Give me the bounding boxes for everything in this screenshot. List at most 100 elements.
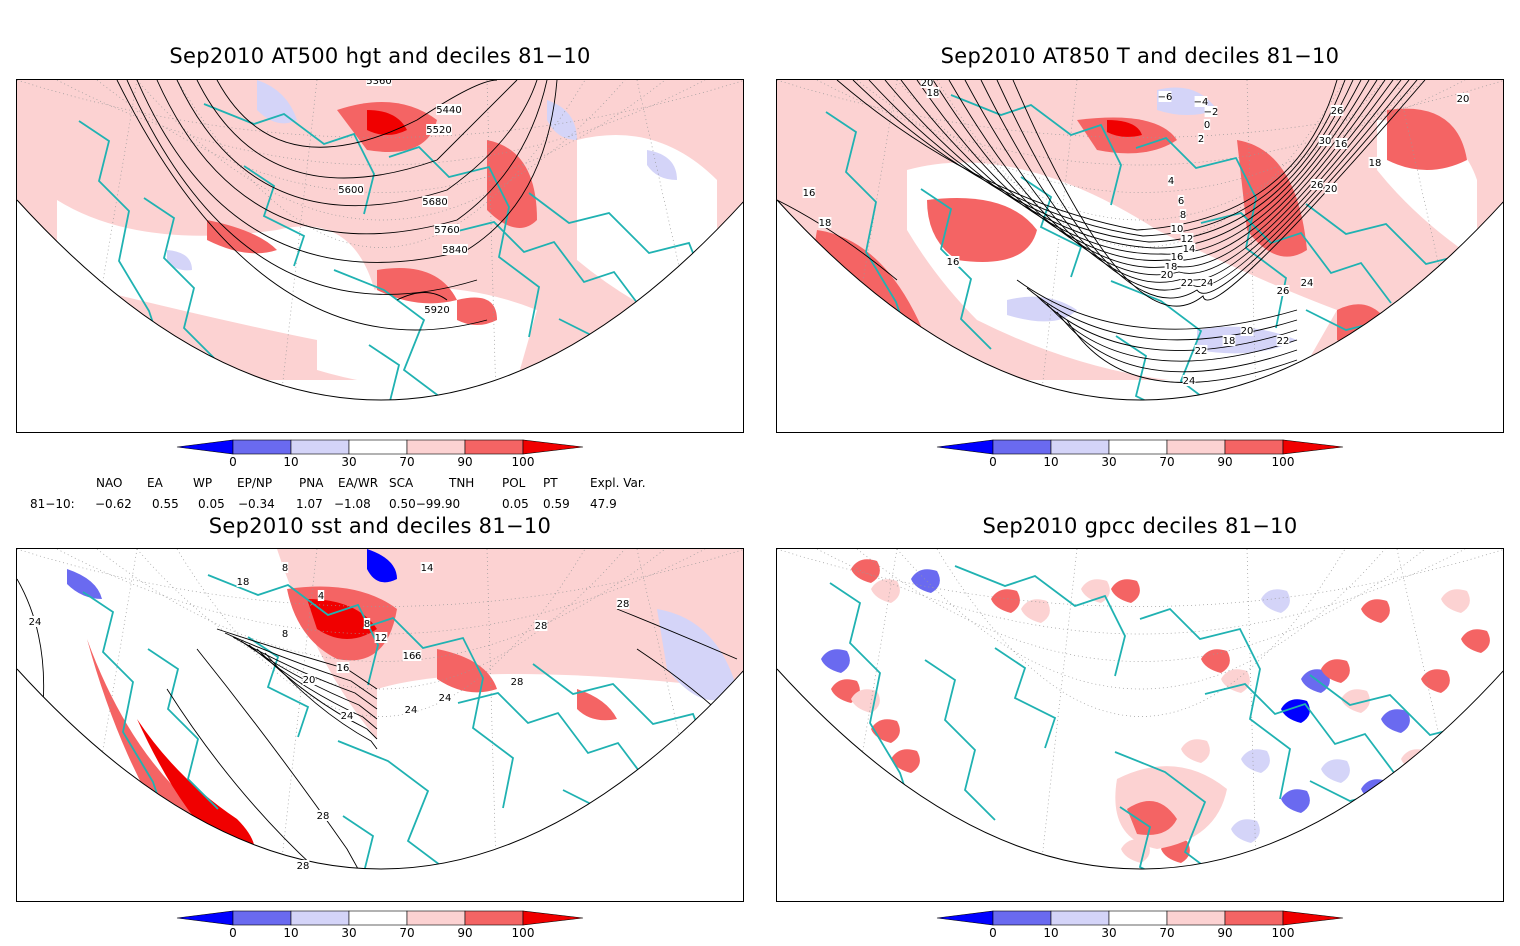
colorbar-tick-label: 0 (989, 455, 997, 469)
colorbar-t850: 0 10 30 70 90 100 (935, 439, 1355, 475)
index-name-ea: EA (147, 476, 163, 490)
contour-label: 24 (1183, 376, 1196, 387)
contour-label: 20 (1457, 94, 1470, 105)
contour-line (996, 80, 1418, 299)
index-row-label: 81−10: (30, 497, 75, 511)
decile-shading (1337, 304, 1397, 350)
contour-label: 5680 (422, 197, 447, 208)
projection-boundary (777, 199, 1503, 401)
decile-shading (1381, 709, 1410, 733)
map-panel-t850: 20 18 16 18 16 −6 −4 −2 0 2 4 6 8 10 12 14 16 18 20 22 24 26 2… (776, 79, 1504, 433)
index-value-explvar: 47.9 (590, 497, 617, 511)
index-value-pt: 0.59 (543, 497, 570, 511)
decile-shading (1321, 759, 1350, 783)
colorbar-segment (1050, 910, 1110, 926)
index-name-pt: PT (543, 476, 558, 490)
colorbar-segment (992, 910, 1052, 926)
latitude-gridline (896, 80, 1386, 221)
contour-line (884, 80, 1362, 249)
contour-label: 14 (421, 563, 434, 574)
contour-label: 8 (282, 629, 288, 640)
colorbar-tick-label: 70 (399, 926, 415, 940)
decile-shading (1261, 589, 1290, 613)
colorbar-segment (992, 439, 1052, 455)
colorbar-segment (522, 910, 584, 926)
contour-label: 16 (947, 257, 960, 268)
colorbar-segment (1224, 439, 1284, 455)
colorbar-segment (464, 439, 524, 455)
colorbar-tick-label: 100 (511, 926, 535, 940)
decile-shading (1231, 819, 1260, 843)
index-value-eawr: −1.08 (334, 497, 371, 511)
contour-line (256, 648, 378, 740)
contour-line (777, 199, 898, 281)
contour-line (176, 80, 538, 207)
contour-label: 16 (337, 663, 350, 674)
contour-label: 24 (341, 711, 354, 722)
decile-shading (647, 150, 677, 180)
index-name-epnp: EP/NP (237, 476, 273, 490)
longitude-gridline (1036, 549, 1078, 869)
colorbar-segment (1166, 439, 1226, 455)
contour-line (224, 632, 378, 700)
colorbar-segment (176, 910, 234, 926)
panel-title-gpcc: Sep2010 gpcc deciles 81−10 (982, 514, 1298, 538)
index-value-sca: 0.50−99.90 (389, 497, 461, 511)
longitude-gridline (1396, 80, 1478, 400)
colorbar-tick-label: 30 (341, 455, 357, 469)
latitude-gridline (896, 549, 1386, 690)
contour-line (196, 648, 378, 869)
contour-line (1036, 295, 1298, 351)
contour-line (616, 608, 738, 660)
coastline (954, 565, 1126, 677)
panel-title-sst: Sep2010 sst and deciles 81−10 (208, 514, 552, 538)
contour-label: 26 (1277, 286, 1290, 297)
contour-label: 5920 (424, 305, 449, 316)
colorbar-segment (290, 439, 350, 455)
contour-line (156, 80, 548, 235)
contour-line (868, 80, 1354, 243)
contour-line (196, 80, 518, 179)
colorbar-tick-label: 90 (457, 455, 473, 469)
latitude-gridline (856, 80, 1426, 193)
coastline (368, 344, 430, 400)
decile-shading (1127, 801, 1177, 835)
contour-label: 26 (1331, 106, 1344, 117)
contour-label: 5520 (426, 125, 451, 136)
decile-shading (1441, 589, 1470, 613)
coastline (388, 145, 540, 338)
decile-shading (1341, 689, 1370, 713)
colorbar-segment (936, 910, 994, 926)
colorbar-tick-label: 90 (1217, 455, 1233, 469)
contour-label: 24 (1301, 278, 1314, 289)
coastline (243, 165, 306, 267)
panel-title-t850: Sep2010 AT850 T and deciles 81−10 (940, 44, 1340, 68)
colorbar-tick-label: 30 (1101, 455, 1117, 469)
contour-label: 10 (1171, 224, 1184, 235)
projection-boundary (777, 668, 1503, 870)
contour-line (116, 80, 488, 331)
latitude-gridline (816, 549, 1466, 635)
latitude-gridline (96, 549, 666, 662)
contour-label: 16 (803, 188, 816, 199)
decile-shading (207, 220, 277, 254)
decile-shading (1281, 789, 1310, 813)
contour-label: 8 (364, 619, 370, 630)
contour-label: 4 (318, 591, 324, 602)
colorbar-tick-label: 10 (1043, 926, 1059, 940)
decile-shading (367, 110, 407, 135)
contour-label: 18 (1223, 336, 1236, 347)
decile-shading (137, 719, 255, 869)
latitude-gridline (136, 549, 626, 690)
contour-label: 20 (1241, 326, 1254, 337)
map-panel-hgt: 5360 5440 5520 5600 5680 5760 5840 5920 (16, 79, 744, 433)
contour-label: 4 (1168, 176, 1174, 187)
coastline (994, 647, 1057, 749)
longitude-gridline (276, 549, 318, 869)
contour-label: −6 (1158, 92, 1173, 103)
longitude-gridline (1036, 80, 1078, 400)
decile-shading (1181, 739, 1210, 763)
colorbar-tick-label: 0 (989, 926, 997, 940)
colorbar-segment (1282, 439, 1344, 455)
index-value-pol: 0.05 (502, 497, 529, 511)
